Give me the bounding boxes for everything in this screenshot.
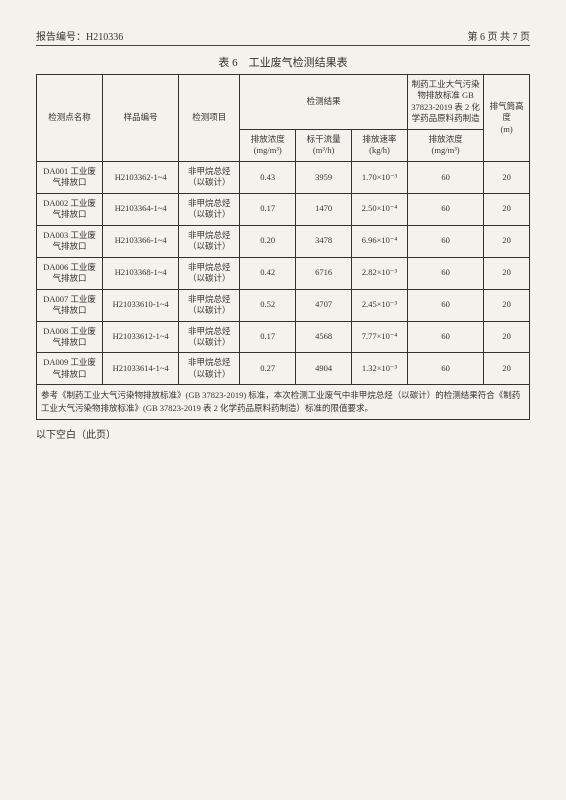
cell-stack: 20	[484, 193, 530, 225]
table-row: DA006 工业废气排放口H2103368-1~4非甲烷总烃（以碳计）0.426…	[37, 257, 530, 289]
cell-sample: H21033612-1~4	[103, 321, 179, 353]
table-header: 检测点名称 样品编号 检测项目 检测结果 制药工业大气污染物排放标准 GB 37…	[37, 75, 530, 162]
cell-item: 非甲烷总烃（以碳计）	[179, 193, 240, 225]
cell-point: DA007 工业废气排放口	[37, 289, 103, 321]
cell-conc: 0.52	[240, 289, 296, 321]
cell-std: 60	[407, 193, 483, 225]
cell-rate: 2.45×10⁻³	[352, 289, 408, 321]
cell-conc: 0.17	[240, 193, 296, 225]
cell-item: 非甲烷总烃（以碳计）	[179, 353, 240, 385]
cell-point: DA003 工业废气排放口	[37, 225, 103, 257]
table-row: DA007 工业废气排放口H21033610-1~4非甲烷总烃（以碳计）0.52…	[37, 289, 530, 321]
cell-flow: 6716	[296, 257, 352, 289]
cell-flow: 3959	[296, 161, 352, 193]
cell-stack: 20	[484, 289, 530, 321]
table-row: DA003 工业废气排放口H2103366-1~4非甲烷总烃（以碳计）0.203…	[37, 225, 530, 257]
cell-sample: H2103366-1~4	[103, 225, 179, 257]
cell-flow: 4707	[296, 289, 352, 321]
cell-conc: 0.43	[240, 161, 296, 193]
cell-sample: H21033610-1~4	[103, 289, 179, 321]
cell-stack: 20	[484, 257, 530, 289]
cell-conc: 0.20	[240, 225, 296, 257]
cell-stack: 20	[484, 225, 530, 257]
table-title: 表 6 工业废气检测结果表	[36, 54, 530, 70]
cell-flow: 3478	[296, 225, 352, 257]
table-body: DA001 工业废气排放口H2103362-1~4非甲烷总烃（以碳计）0.433…	[37, 161, 530, 385]
cell-flow: 1470	[296, 193, 352, 225]
cell-rate: 6.96×10⁻⁴	[352, 225, 408, 257]
cell-flow: 4904	[296, 353, 352, 385]
cell-stack: 20	[484, 161, 530, 193]
cell-rate: 7.77×10⁻⁴	[352, 321, 408, 353]
cell-item: 非甲烷总烃（以碳计）	[179, 257, 240, 289]
col-rate: 排放速率 (kg/h)	[352, 129, 408, 161]
col-point: 检测点名称	[37, 75, 103, 162]
table-row: DA009 工业废气排放口H21033614-1~4非甲烷总烃（以碳计）0.27…	[37, 353, 530, 385]
col-item: 检测项目	[179, 75, 240, 162]
cell-conc: 0.42	[240, 257, 296, 289]
cell-rate: 2.50×10⁻⁴	[352, 193, 408, 225]
cell-std: 60	[407, 289, 483, 321]
table-row: DA002 工业废气排放口H2103364-1~4非甲烷总烃（以碳计）0.171…	[37, 193, 530, 225]
cell-std: 60	[407, 257, 483, 289]
cell-flow: 4568	[296, 321, 352, 353]
cell-std: 60	[407, 225, 483, 257]
cell-sample: H21033614-1~4	[103, 353, 179, 385]
blank-below-note: 以下空白（此页）	[36, 426, 530, 441]
cell-sample: H2103368-1~4	[103, 257, 179, 289]
cell-point: DA009 工业废气排放口	[37, 353, 103, 385]
page-number: 第 6 页 共 7 页	[468, 28, 531, 43]
page-header: 报告编号：H210336 第 6 页 共 7 页	[36, 28, 530, 46]
col-flow: 标干流量 (m³/h)	[296, 129, 352, 161]
cell-point: DA006 工业废气排放口	[37, 257, 103, 289]
results-table: 检测点名称 样品编号 检测项目 检测结果 制药工业大气污染物排放标准 GB 37…	[36, 74, 530, 420]
cell-stack: 20	[484, 321, 530, 353]
col-result-group: 检测结果	[240, 75, 408, 130]
table-row: DA001 工业废气排放口H2103362-1~4非甲烷总烃（以碳计）0.433…	[37, 161, 530, 193]
cell-std: 60	[407, 353, 483, 385]
table-row: DA008 工业废气排放口H21033612-1~4非甲烷总烃（以碳计）0.17…	[37, 321, 530, 353]
cell-std: 60	[407, 321, 483, 353]
cell-item: 非甲烷总烃（以碳计）	[179, 161, 240, 193]
cell-rate: 1.32×10⁻³	[352, 353, 408, 385]
cell-item: 非甲烷总烃（以碳计）	[179, 289, 240, 321]
cell-sample: H2103364-1~4	[103, 193, 179, 225]
cell-item: 非甲烷总烃（以碳计）	[179, 225, 240, 257]
col-std-conc: 排放浓度 (mg/m³)	[407, 129, 483, 161]
cell-item: 非甲烷总烃（以碳计）	[179, 321, 240, 353]
table-note: 参考《制药工业大气污染物排放标准》(GB 37823-2019) 标准，本次检测…	[37, 385, 530, 420]
col-sample: 样品编号	[103, 75, 179, 162]
cell-conc: 0.17	[240, 321, 296, 353]
col-stack: 排气筒高度 (m)	[484, 75, 530, 162]
cell-point: DA008 工业废气排放口	[37, 321, 103, 353]
report-number: 报告编号：H210336	[36, 28, 123, 43]
cell-std: 60	[407, 161, 483, 193]
cell-point: DA002 工业废气排放口	[37, 193, 103, 225]
cell-rate: 1.70×10⁻³	[352, 161, 408, 193]
cell-stack: 20	[484, 353, 530, 385]
col-conc: 排放浓度 (mg/m³)	[240, 129, 296, 161]
cell-conc: 0.27	[240, 353, 296, 385]
col-std-group: 制药工业大气污染物排放标准 GB 37823-2019 表 2 化学药品原料药制…	[407, 75, 483, 130]
cell-rate: 2.82×10⁻³	[352, 257, 408, 289]
cell-sample: H2103362-1~4	[103, 161, 179, 193]
cell-point: DA001 工业废气排放口	[37, 161, 103, 193]
